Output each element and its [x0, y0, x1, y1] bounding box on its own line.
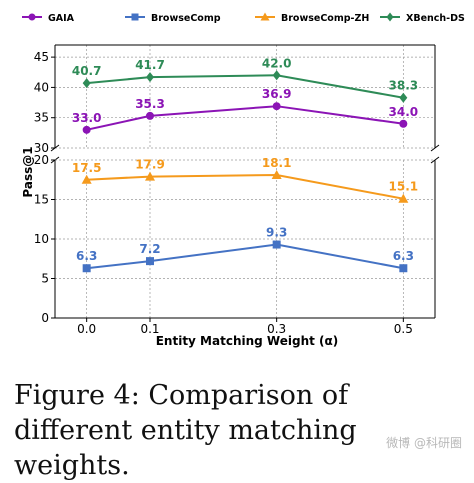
upper-plot-panel: 30 35 40 45 33.0 35.3 36.9 34.0 40.7 41.7 42.0 38.3 — [34, 44, 440, 164]
data-label-browsecomp-zh: 15.1 — [389, 180, 419, 194]
series-xbench-ds: 40.7 41.7 42.0 38.3 — [72, 56, 419, 103]
series-browsecomp-zh: 17.5 17.9 18.1 15.1 — [72, 156, 418, 203]
y-tick-label: 40 — [34, 80, 49, 94]
series-browsecomp: 6.3 7.2 9.3 6.3 — [76, 226, 414, 273]
y-tick-label: 15 — [34, 193, 49, 207]
data-label-browsecomp-zh: 18.1 — [262, 156, 292, 170]
lower-plot-panel: 0 5 10 15 20 0.0 0.1 0.3 0.5 6.3 7.2 9.3 6.3 17.5 17.9… — [34, 153, 436, 336]
series-line-browsecomp — [86, 243, 404, 270]
data-point-browsecomp — [146, 257, 154, 266]
y-tick-label: 0 — [41, 311, 49, 325]
legend-item-xbench-ds: XBench-DS — [380, 12, 465, 24]
series-line-gaia — [86, 105, 404, 131]
data-point-xbench-ds — [399, 92, 408, 103]
data-point-xbench-ds — [82, 78, 91, 89]
legend-label: GAIA — [48, 13, 75, 24]
data-point-browsecomp — [272, 240, 281, 249]
series-line-browsecomp-zh — [86, 174, 404, 200]
legend-item-browsecomp: BrowseComp — [125, 13, 221, 24]
legend-marker — [28, 13, 36, 21]
x-tick-label: 0.1 — [140, 322, 159, 336]
data-label-browsecomp: 6.3 — [393, 249, 414, 263]
y-tick-label: 5 — [41, 272, 49, 286]
data-point-browsecomp — [82, 264, 91, 273]
x-tick-label: 0.0 — [77, 322, 96, 336]
data-label-xbench-ds: 41.7 — [135, 58, 165, 72]
data-label-browsecomp: 6.3 — [76, 249, 97, 263]
data-point-xbench-ds — [272, 70, 281, 81]
data-label-xbench-ds: 42.0 — [262, 56, 292, 70]
data-point-browsecomp-zh — [398, 193, 409, 203]
y-tick-label: 20 — [34, 153, 49, 167]
x-tick-label: 0.3 — [267, 322, 286, 336]
watermark-text: 微博 @科研圈 — [386, 436, 462, 450]
data-label-gaia: 34.0 — [389, 105, 419, 119]
y-tick-label: 45 — [34, 50, 49, 64]
chart-legend: GAIA BrowseComp BrowseComp-ZH XBench-DS — [22, 12, 465, 24]
x-tick-label: 0.5 — [394, 322, 413, 336]
data-point-gaia — [82, 125, 91, 134]
data-label-gaia: 33.0 — [72, 111, 102, 125]
data-label-browsecomp-zh: 17.9 — [135, 158, 165, 172]
data-point-browsecomp-zh — [81, 174, 92, 184]
y-tick-label: 10 — [34, 232, 49, 246]
data-point-browsecomp-zh — [145, 171, 155, 181]
axis-break-mark — [430, 144, 440, 152]
x-axis-label: Entity Matching Weight (α) — [156, 334, 339, 348]
data-label-browsecomp: 7.2 — [139, 242, 160, 256]
series-gaia: 33.0 35.3 36.9 34.0 — [72, 87, 418, 134]
data-point-gaia — [272, 102, 281, 111]
legend-item-gaia: GAIA — [22, 13, 75, 24]
data-point-gaia — [146, 111, 154, 120]
legend-label: BrowseComp-ZH — [281, 13, 369, 24]
legend-label: BrowseComp — [151, 13, 221, 24]
data-label-browsecomp: 9.3 — [266, 226, 287, 240]
chart-figure: GAIA BrowseComp BrowseComp-ZH XBench-DS 30 3… — [21, 12, 465, 348]
data-label-gaia: 36.9 — [262, 87, 292, 101]
y-tick-label: 35 — [34, 111, 49, 125]
figure-caption: Figure 4: Comparison of different entity… — [14, 380, 357, 481]
legend-marker — [131, 13, 139, 21]
data-point-xbench-ds — [146, 72, 154, 83]
data-point-gaia — [399, 119, 408, 128]
legend-label: XBench-DS — [406, 13, 465, 24]
legend-marker — [260, 12, 270, 21]
data-label-browsecomp-zh: 17.5 — [72, 161, 102, 175]
axis-break-mark — [50, 144, 60, 152]
data-point-browsecomp — [399, 264, 408, 273]
legend-item-browsecomp-zh: BrowseComp-ZH — [255, 12, 369, 24]
data-label-gaia: 35.3 — [135, 97, 165, 111]
data-label-xbench-ds: 38.3 — [389, 79, 419, 93]
y-axis-label: Pass@1 — [21, 146, 35, 197]
y-tick-label: 30 — [34, 141, 49, 155]
data-label-xbench-ds: 40.7 — [72, 64, 102, 78]
series-line-xbench-ds — [86, 74, 404, 99]
data-point-browsecomp-zh — [271, 170, 282, 180]
legend-marker — [386, 12, 394, 22]
